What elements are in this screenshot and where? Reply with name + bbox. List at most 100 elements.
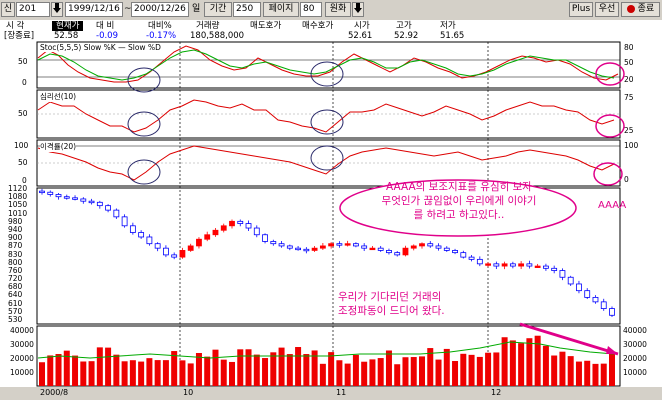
candle-body xyxy=(567,276,574,285)
volume-bar xyxy=(328,352,335,386)
volume-bar xyxy=(485,352,492,386)
volume-bar xyxy=(559,351,566,386)
volume-tick: 30000 xyxy=(10,340,34,349)
order-button[interactable]: 우선 xyxy=(595,2,619,17)
note-line: 조정파동이 드디어 왔다. xyxy=(338,305,445,317)
volume-bar xyxy=(443,348,450,386)
candle-body xyxy=(129,225,136,233)
candle-body xyxy=(88,200,95,204)
note-text: 우리가 기다리던 거래의 조정파동이 드디어 왔다. xyxy=(338,290,518,318)
stoch-tick: 80 xyxy=(624,43,634,52)
candle-body xyxy=(336,243,343,246)
end-date-input[interactable]: 2000/12/26 xyxy=(131,2,189,17)
label-price: 현재가 xyxy=(52,21,84,31)
volume-bar xyxy=(39,362,45,386)
volume-bar xyxy=(278,347,285,386)
volume-bar xyxy=(460,353,467,386)
candle-body xyxy=(237,220,244,224)
candle-body xyxy=(253,227,260,236)
volume-bar xyxy=(377,358,384,386)
code-input[interactable]: 201 xyxy=(16,2,50,17)
price-tick: 940 xyxy=(8,224,23,234)
stoch-label: Stoc(5,5,5) Slow %K — Slow %D xyxy=(40,43,161,52)
arrow-head-icon xyxy=(606,346,618,354)
volume-bar xyxy=(584,360,591,386)
trend-arrow xyxy=(519,322,619,356)
price-tick: 680 xyxy=(8,282,23,292)
down-arrow-icon xyxy=(354,3,362,13)
candle-body xyxy=(452,250,458,254)
value-price: 52.58 xyxy=(54,31,79,41)
price-tick: 530 xyxy=(8,315,23,324)
volume-bar xyxy=(295,347,302,386)
candle-body xyxy=(303,248,310,252)
price-tick: 760 xyxy=(8,265,23,275)
volume-tick: 30000 xyxy=(623,340,647,349)
candle-body xyxy=(435,245,442,249)
volume-tick: 20000 xyxy=(623,354,647,363)
disparity-label: 이격률(20) xyxy=(40,141,77,152)
volume-bar xyxy=(476,356,483,386)
volume-bar xyxy=(319,363,326,386)
label-open: 시가 xyxy=(354,21,370,31)
volume-bar xyxy=(47,355,54,386)
pink-circle xyxy=(595,62,625,86)
psych-tick: 25 xyxy=(624,126,634,135)
disp-tick: 100 xyxy=(624,141,639,150)
currency-dropdown-button[interactable] xyxy=(352,2,364,17)
candle-body xyxy=(509,263,516,267)
candle-body xyxy=(171,254,178,258)
volume-bar xyxy=(435,359,442,386)
price-tick: 900 xyxy=(8,233,23,243)
volume-bar xyxy=(270,352,277,386)
page-input[interactable]: 80 xyxy=(300,2,322,17)
candle-body xyxy=(361,245,368,249)
volume-tick: 10000 xyxy=(623,368,647,377)
annotation-bubble xyxy=(339,179,577,237)
volume-bar xyxy=(303,354,310,386)
volume-bar xyxy=(336,360,343,386)
disp-left-tick: 100 xyxy=(14,141,29,150)
code-search-button[interactable] xyxy=(51,2,63,17)
period-unit: 일 xyxy=(192,4,201,14)
period-input[interactable]: 250 xyxy=(233,2,261,17)
volume-bar xyxy=(419,356,425,386)
close-button[interactable]: 종료 xyxy=(621,2,660,17)
candles xyxy=(39,188,615,317)
date-axis xyxy=(0,387,662,400)
candle-body xyxy=(187,245,194,251)
disp-left-tick: 50 xyxy=(18,158,28,167)
label-low: 저가 xyxy=(440,21,456,31)
volume-bar xyxy=(344,363,351,386)
disp-left-tick: 0 xyxy=(22,176,27,185)
volume-bar xyxy=(575,361,582,386)
close-icon xyxy=(626,4,635,13)
disp-tick: 0 xyxy=(624,175,629,184)
price-tick: 1120 xyxy=(8,184,28,193)
volume-bar xyxy=(369,359,376,386)
candle-body xyxy=(278,243,285,247)
chart-area[interactable] xyxy=(0,40,662,400)
code-prefix-button[interactable]: 신 xyxy=(1,2,15,17)
volume-bar xyxy=(253,354,260,386)
slow-d-line xyxy=(37,49,615,81)
currency-select[interactable]: 원화 xyxy=(325,2,351,17)
volume-bar xyxy=(311,350,318,386)
quote-header xyxy=(0,20,662,40)
price-tick: 800 xyxy=(8,257,23,267)
volume-ma-line xyxy=(37,341,615,359)
candle-body xyxy=(460,252,467,258)
candle-body xyxy=(121,216,128,227)
highlight-circle xyxy=(127,111,161,137)
candle-body xyxy=(443,247,450,251)
price-tick: 720 xyxy=(8,274,23,284)
volume-bar xyxy=(204,356,211,386)
value-low: 51.65 xyxy=(440,31,465,41)
price-tick: 1080 xyxy=(8,192,28,202)
volume-bar xyxy=(105,347,112,386)
volume-bar xyxy=(352,354,359,386)
volume-bar xyxy=(509,340,516,386)
volume-tick: 20000 xyxy=(10,354,34,363)
start-date-input[interactable]: 1999/12/16 xyxy=(65,2,123,17)
plus-button[interactable]: Plus xyxy=(569,2,593,17)
